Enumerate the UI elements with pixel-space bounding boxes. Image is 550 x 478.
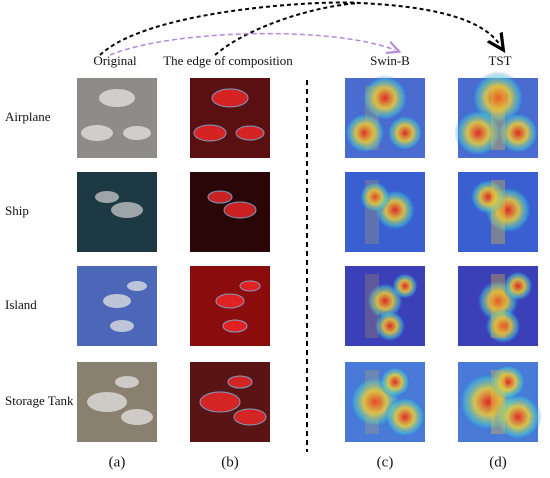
arrow [109,32,395,56]
panel-label: (c) [377,454,394,470]
column-header: TST [488,53,511,68]
heat [392,273,418,299]
object [115,376,139,388]
image [190,172,270,252]
heat-band [491,86,505,150]
object [110,320,134,332]
row-label: Storage Tank [5,393,74,408]
image [77,362,157,442]
image [190,362,270,442]
image [190,78,270,158]
object [95,191,119,203]
image [345,266,425,346]
heat [494,393,542,441]
image [458,362,542,442]
heat [497,112,539,154]
heat-band [491,274,505,338]
object [207,190,233,204]
object [111,202,143,218]
object [199,391,241,413]
image [345,362,426,442]
image [77,266,157,346]
image [77,78,157,158]
heat-band [365,274,379,338]
object [121,409,153,425]
image [454,71,539,158]
object [81,125,113,141]
column-header: The edge of composition [163,53,293,68]
object [193,124,227,142]
object [222,319,248,333]
heat-band [365,180,379,244]
object [99,89,135,107]
object [103,294,131,308]
object [233,408,267,426]
arrow [99,1,500,56]
heat [374,310,406,342]
object [239,280,261,292]
object [87,392,127,412]
panel-label: (a) [109,454,126,470]
arrow [214,2,361,56]
heat [344,112,386,154]
heat [490,364,526,400]
image [345,172,425,252]
row-label: Ship [5,203,29,218]
row-label: Island [5,297,37,312]
heat [359,181,391,213]
image [344,74,425,158]
object [223,201,257,219]
heat [361,74,409,122]
object [215,293,245,309]
object [227,375,253,389]
heat-band [491,180,505,244]
heat [384,396,426,438]
image [190,266,270,346]
heat-band [365,86,379,150]
panel-label: (b) [221,454,239,470]
object [211,88,249,108]
object [127,281,147,291]
image [77,172,157,252]
column-header: Original [93,53,137,68]
heat-band [491,370,505,434]
heat [386,114,424,152]
object [123,126,151,140]
heat [379,366,411,398]
column-header: Swin-B [370,53,410,68]
heat [470,179,506,215]
heat [485,308,521,344]
image [458,172,538,252]
panel-label: (d) [489,454,507,470]
image [458,266,538,346]
row-label: Airplane [5,109,51,124]
heat-band [365,370,379,434]
heat [454,109,502,157]
heat [503,271,533,301]
object [235,125,265,141]
